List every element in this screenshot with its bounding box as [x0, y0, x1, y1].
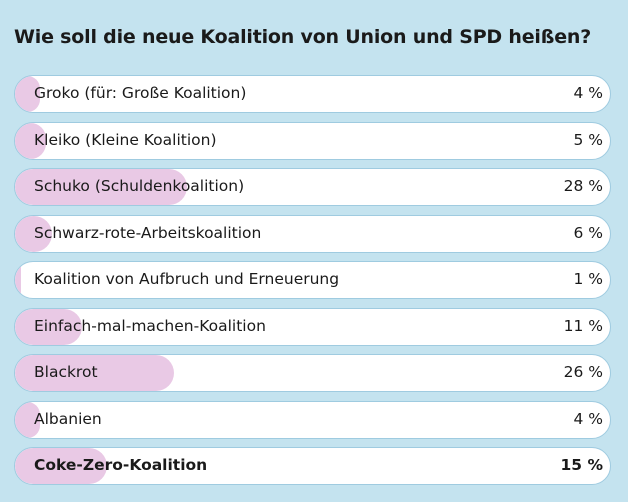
result-bar — [15, 262, 21, 298]
option-percent: 15 % — [560, 456, 604, 474]
option-percent: 1 % — [573, 270, 603, 288]
option-label: Koalition von Aufbruch und Erneuerung — [34, 270, 340, 288]
result-bar — [15, 76, 40, 112]
poll-option-albanien[interactable]: Albanien 4 % — [14, 400, 611, 439]
option-percent: 5 % — [573, 130, 603, 149]
result-bar — [15, 401, 40, 438]
option-label: Coke-Zero-Koalition — [34, 456, 208, 474]
poll-question: Wie soll die neue Koalition von Union un… — [14, 26, 592, 48]
poll-option-kleiko[interactable]: Kleiko (Kleine Koalition) 5 % — [14, 121, 611, 160]
option-label: Albanien — [34, 409, 102, 428]
option-percent: 6 % — [573, 223, 603, 242]
result-bar — [15, 355, 174, 391]
option-percent: 11 % — [563, 316, 603, 335]
poll-option-schuko[interactable]: Schuko (Schuldenkoalition) 28 % — [14, 168, 611, 206]
option-label: Einfach-mal-machen-Koalition — [34, 316, 266, 335]
option-label: Schuko (Schuldenkoalition) — [34, 177, 245, 195]
option-label: Kleiko (Kleine Koalition) — [34, 130, 217, 149]
result-bar — [15, 215, 52, 252]
result-bar — [15, 308, 82, 345]
result-bar — [15, 448, 107, 484]
poll-option-blackrot[interactable]: Blackrot 26 % — [14, 354, 611, 392]
poll-options: Groko (für: Große Koalition) 4 % Kleiko … — [14, 75, 611, 494]
option-percent: 28 % — [563, 177, 603, 195]
option-label: Blackrot — [34, 363, 98, 381]
poll-option-aufbruch-und-erneuerung[interactable]: Koalition von Aufbruch und Erneuerung 1 … — [14, 261, 611, 299]
option-percent: 26 % — [563, 363, 603, 381]
poll-option-schwarz-rote-arbeitskoalition[interactable]: Schwarz-rote-Arbeitskoalition 6 % — [14, 214, 611, 253]
result-bar — [15, 169, 187, 205]
poll-option-einfach-mal-machen[interactable]: Einfach-mal-machen-Koalition 11 % — [14, 307, 611, 346]
option-percent: 4 % — [573, 84, 603, 102]
result-bar — [15, 122, 46, 159]
poll-option-groko[interactable]: Groko (für: Große Koalition) 4 % — [14, 75, 611, 113]
poll-option-coke-zero-koalition[interactable]: Coke-Zero-Koalition 15 % — [14, 447, 611, 485]
option-percent: 4 % — [573, 409, 603, 428]
option-label: Groko (für: Große Koalition) — [34, 84, 247, 102]
option-label: Schwarz-rote-Arbeitskoalition — [34, 223, 262, 242]
